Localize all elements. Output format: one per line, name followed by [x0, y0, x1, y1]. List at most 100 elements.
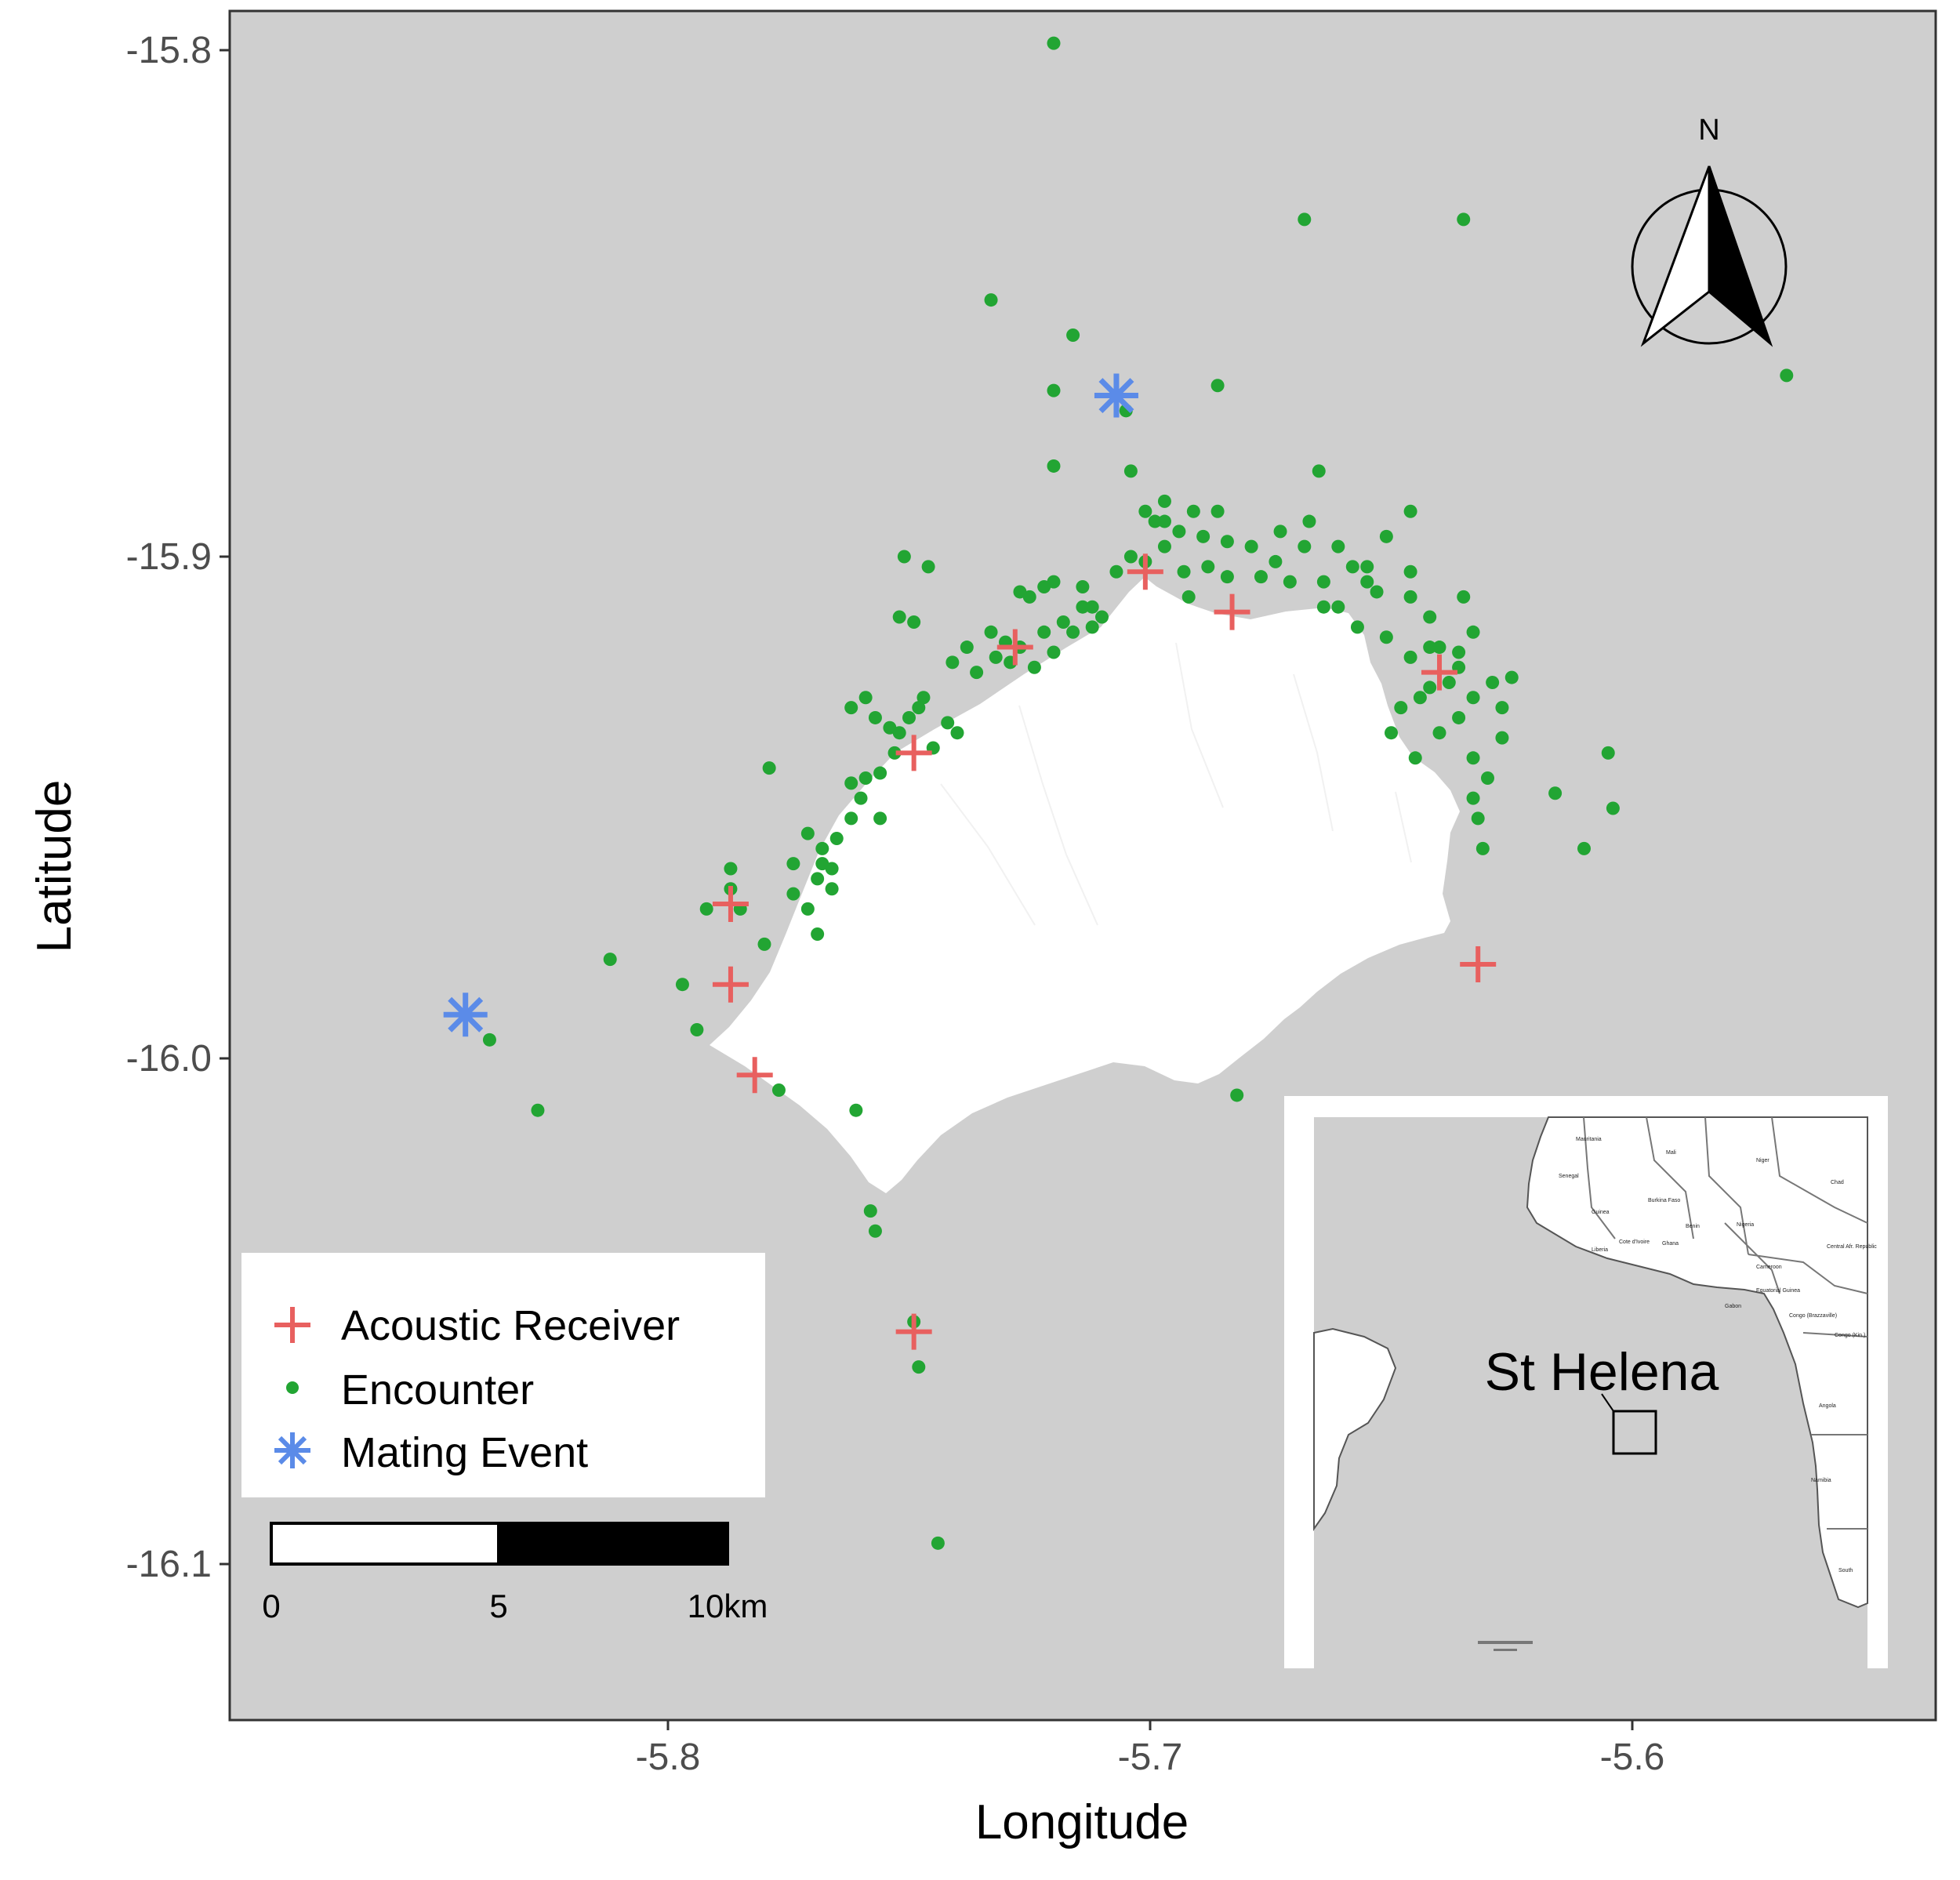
encounter-point — [1157, 514, 1171, 528]
encounter-point — [1201, 560, 1215, 574]
legend-label-encounter: Encounter — [341, 1366, 534, 1414]
inset-country-label: Namibia — [1811, 1478, 1831, 1483]
encounter-point — [811, 927, 825, 941]
inset-south-america-land — [1313, 1327, 1397, 1532]
receiver-marker — [712, 966, 749, 1003]
inset-country-label: Mali — [1666, 1150, 1676, 1156]
encounter-point — [1157, 539, 1171, 553]
encounter-point — [1210, 504, 1225, 518]
encounter-point — [897, 550, 911, 564]
inset-country-label: Mauritania — [1576, 1137, 1602, 1142]
inset-country-label: Congo (Kin.) — [1835, 1333, 1865, 1338]
encounter-point — [984, 293, 998, 307]
encounter-point — [931, 1536, 945, 1550]
encounter-point — [762, 761, 776, 775]
encounter-point — [1047, 36, 1061, 50]
inset-country-label: Cameroon — [1756, 1265, 1782, 1270]
encounter-point — [1269, 554, 1283, 568]
encounter-point — [1230, 1088, 1244, 1102]
encounter-point — [1109, 564, 1123, 579]
encounter-point — [863, 1204, 877, 1218]
encounter-point — [1432, 641, 1446, 655]
encounter-point — [1085, 600, 1099, 614]
mating-layer — [443, 373, 1138, 1037]
receiver-marker — [1214, 593, 1250, 630]
encounter-point — [1423, 641, 1437, 655]
encounter-point — [800, 826, 815, 840]
receiver-marker — [1127, 553, 1163, 590]
encounter-point — [1066, 625, 1080, 639]
encounter-point — [970, 666, 984, 680]
encounter-point — [1298, 539, 1312, 553]
encounter-point — [1601, 746, 1615, 760]
encounter-point — [1379, 529, 1393, 543]
encounter-point — [1345, 560, 1359, 574]
encounter-point — [1316, 575, 1330, 589]
encounter-point — [1273, 524, 1287, 539]
encounter-point — [1085, 620, 1099, 634]
encounter-point — [1360, 560, 1374, 574]
encounter-point — [724, 862, 738, 876]
inset-country-label: Burkina Faso — [1648, 1198, 1680, 1203]
encounter-point — [675, 978, 689, 992]
encounter-point — [1360, 575, 1374, 589]
inset-country-label: Benin — [1686, 1224, 1700, 1229]
encounter-point — [858, 691, 873, 705]
encounter-point — [873, 766, 887, 780]
encounter-point — [1302, 514, 1316, 528]
x-tick-label: -5.8 — [636, 1737, 701, 1778]
north-arrow: N — [1631, 114, 1788, 347]
inset-label-leader — [1601, 1393, 1614, 1412]
encounter-point — [1481, 771, 1494, 785]
scale-label-10km: 10km — [688, 1588, 768, 1624]
x-axis-title: Longitude — [975, 1795, 1189, 1849]
encounter-point — [1466, 751, 1480, 765]
encounter-point — [531, 1103, 545, 1117]
receiver-marker — [712, 885, 749, 922]
encounter-point — [1423, 610, 1437, 624]
mating-event-marker — [1094, 373, 1138, 418]
encounter-point — [771, 1083, 786, 1098]
encounter-point — [1466, 691, 1480, 705]
encounter-point — [1408, 751, 1422, 765]
inset-country-label: Gabon — [1725, 1304, 1741, 1309]
inset-map: Mauritania Mali Niger Chad Senegal Guinea Burk… — [1284, 1096, 1888, 1670]
y-tick-label: -16.1 — [126, 1544, 212, 1585]
north-arrow-right-half — [1708, 165, 1773, 347]
encounter-point — [1331, 600, 1345, 614]
receiver-marker — [895, 735, 932, 771]
encounter-point — [1452, 645, 1466, 659]
encounter-point — [1076, 600, 1090, 614]
encounter-point — [1047, 459, 1061, 473]
y-axis-ticks — [220, 49, 230, 1566]
encounter-point — [1432, 726, 1446, 740]
inset-africa-land — [1526, 1116, 1868, 1609]
encounter-point — [941, 716, 955, 730]
encounter-point — [892, 726, 906, 740]
receiver-marker — [736, 1057, 773, 1094]
inset-country-label: Cote d'Ivoire — [1619, 1239, 1650, 1245]
encounter-point — [902, 710, 916, 724]
legend-dot-symbol — [286, 1381, 299, 1394]
encounter-point — [854, 791, 868, 805]
encounter-point — [1606, 801, 1620, 815]
inset-st-helena-box — [1612, 1410, 1657, 1455]
encounter-point — [989, 650, 1003, 664]
scale-bar: 0 5 10km — [262, 1522, 768, 1624]
island-landmass — [710, 577, 1460, 1193]
encounter-point — [603, 953, 617, 967]
encounter-point — [1452, 710, 1466, 724]
legend-box — [241, 1253, 765, 1497]
encounter-point — [1177, 564, 1191, 579]
scale-label-0: 0 — [262, 1588, 280, 1624]
encounter-point — [1196, 529, 1210, 543]
encounter-point — [1056, 615, 1070, 629]
encounter-point — [1254, 570, 1268, 584]
encounter-point — [811, 872, 825, 886]
encounter-point — [868, 710, 882, 724]
encounter-point — [912, 701, 926, 715]
encounter-point — [1037, 625, 1051, 639]
encounter-point — [800, 902, 815, 916]
encounter-point — [1350, 620, 1364, 634]
